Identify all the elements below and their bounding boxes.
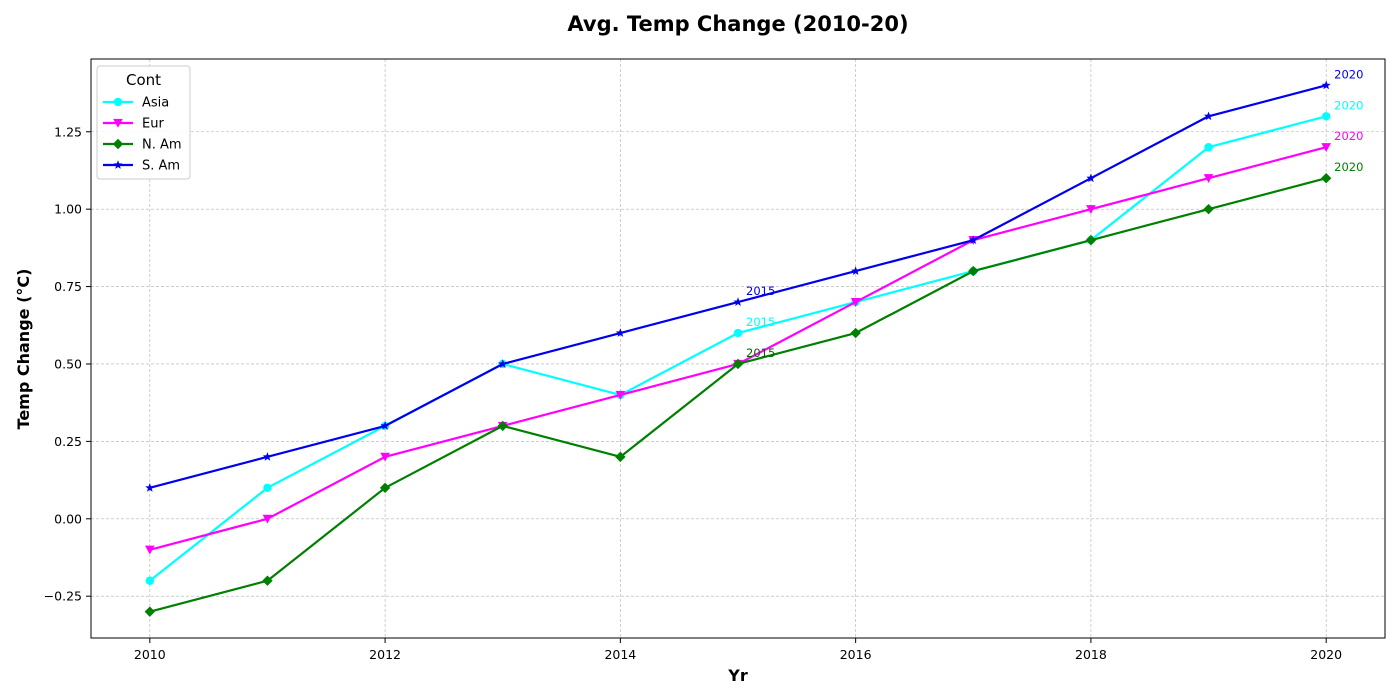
legend-box — [96, 65, 191, 180]
legend-entry-s-am: S. Am — [103, 159, 180, 174]
data-point-s-am — [262, 452, 273, 461]
annotation-label: 2020 — [1334, 160, 1363, 174]
data-point-eur — [145, 545, 155, 555]
series-n-am — [144, 173, 1332, 617]
y-tick-label: 0.00 — [54, 511, 82, 526]
annotation-label: 2020 — [1334, 129, 1363, 143]
series-line-eur — [149, 146, 1327, 551]
x-axis-label: Yr — [727, 666, 748, 685]
data-point-n-am — [144, 606, 156, 617]
data-point-n-am — [1320, 173, 1332, 184]
y-tick-label: 1.25 — [54, 124, 82, 139]
legend-marker — [112, 138, 124, 150]
series-layer — [144, 80, 1332, 617]
data-point-eur — [850, 297, 861, 307]
data-point-s-am — [851, 266, 861, 275]
plot-frame — [90, 58, 1386, 639]
data-point-n-am — [379, 482, 391, 494]
data-point-s-am — [498, 359, 508, 368]
data-point-n-am — [968, 265, 979, 277]
data-point-eur — [615, 390, 626, 400]
annotation-label: 2015 — [746, 284, 775, 298]
legend-label: Asia — [142, 96, 169, 111]
annotation-label: 2015 — [746, 346, 775, 360]
data-point-n-am — [262, 575, 273, 586]
data-point-s-am — [968, 235, 978, 245]
data-point-n-am — [850, 327, 861, 339]
data-point-s-am — [615, 328, 625, 337]
legend: Cont Asia Eur N. Am S. Am — [96, 65, 191, 180]
legend-entry-eur: Eur — [103, 117, 164, 132]
data-point-eur — [1203, 174, 1214, 184]
legend-entry-n-am: N. Am — [103, 138, 182, 153]
legend-marker — [113, 118, 123, 128]
annotations: 2015 2015 2015 2020 2020 2020 2020 — [746, 67, 1363, 360]
series-asia — [145, 112, 1331, 585]
y-axis-label: Temp Change (°C) — [14, 269, 33, 430]
annotation-label: 2020 — [1334, 98, 1363, 112]
legend-label: N. Am — [142, 138, 182, 153]
annotation-label: 2020 — [1334, 67, 1363, 81]
data-point-eur — [1086, 205, 1096, 214]
y-tick-label: 0.75 — [54, 279, 82, 294]
data-point-n-am — [615, 451, 626, 463]
grid — [91, 59, 1385, 638]
series-eur — [145, 143, 1331, 555]
y-tick-label: 1.00 — [54, 202, 82, 217]
legend-title: Cont — [126, 71, 161, 89]
chart-title: Avg. Temp Change (2010-20) — [567, 12, 908, 36]
y-tick-label: 0.25 — [54, 434, 82, 449]
x-tick-label: 2016 — [840, 647, 872, 662]
data-point-eur — [380, 452, 390, 462]
data-point-s-am — [145, 483, 155, 492]
data-point-n-am — [1085, 234, 1097, 246]
x-tick-label: 2014 — [604, 647, 636, 662]
y-tick-label: 0.50 — [54, 356, 82, 371]
legend-marker — [113, 97, 123, 107]
data-point-eur — [1321, 143, 1331, 153]
legend-entry-asia: Asia — [103, 96, 169, 111]
series-line-asia — [149, 115, 1327, 582]
series-s-am — [145, 80, 1331, 492]
x-tick-label: 2018 — [1075, 647, 1107, 662]
data-point-asia — [1321, 112, 1331, 121]
series-line-n-am — [149, 177, 1327, 613]
data-point-asia — [263, 483, 272, 493]
data-point-s-am — [380, 421, 390, 430]
legend-label: S. Am — [142, 159, 180, 174]
legend-marker — [113, 160, 123, 169]
x-tick-label: 2012 — [369, 647, 401, 662]
data-point-eur — [262, 514, 273, 524]
x-tick-label: 2020 — [1310, 647, 1342, 662]
axis-ticks: 2010 2012 2014 2016 2018 2020 −0.25 0.00 0.25 0.5… — [44, 124, 1342, 662]
annotation-label: 2015 — [746, 315, 775, 329]
x-tick-label: 2010 — [134, 647, 166, 662]
data-point-s-am — [1203, 111, 1214, 121]
data-point-n-am — [497, 420, 508, 432]
data-point-n-am — [1203, 203, 1214, 215]
data-point-asia — [145, 576, 155, 585]
data-point-asia — [1204, 143, 1213, 152]
data-point-n-am — [732, 358, 744, 370]
data-point-s-am — [1321, 80, 1331, 90]
data-point-s-am — [733, 297, 743, 306]
y-tick-label: −0.25 — [44, 589, 82, 604]
data-point-asia — [733, 328, 743, 338]
legend-label: Eur — [142, 117, 164, 132]
data-point-s-am — [1086, 173, 1096, 183]
